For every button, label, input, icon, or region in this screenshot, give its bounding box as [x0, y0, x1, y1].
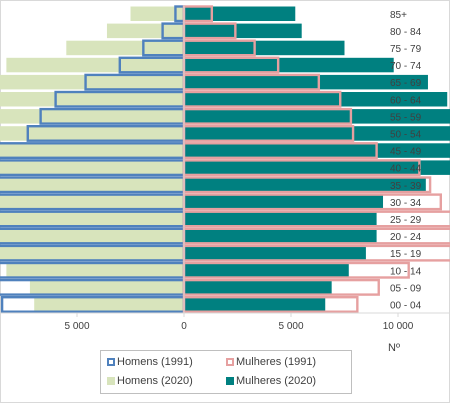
- bar-mulheres-2020-4: [184, 228, 377, 244]
- bar-homens-2020-0: [34, 297, 185, 312]
- x-axis-label: Nº: [388, 342, 400, 354]
- y-tick-labels: 00 - 04 05 - 09 10 - 14 15 - 19 20 - 24 25 - …: [390, 10, 422, 312]
- y-tick-label-12: 60 - 64: [390, 95, 422, 106]
- bar-mulheres-2020-13: [184, 74, 428, 90]
- y-tick-label-15: 75 - 79: [390, 44, 422, 55]
- y-tick-label-5: 25 - 29: [390, 215, 422, 226]
- bar-homens-2020-9: [0, 143, 184, 158]
- y-tick-label-17: 85+: [390, 10, 407, 21]
- y-tick-label-13: 65 - 69: [390, 78, 422, 89]
- bar-mulheres-2020-10: [184, 126, 450, 141]
- y-tick-label-0: 00 - 04: [390, 300, 422, 311]
- bar-mulheres-2020-6: [184, 194, 384, 210]
- bar-homens-2020-1: [29, 280, 185, 295]
- x-tick-label-3: 0: [181, 321, 187, 332]
- legend-swatch-homens-1991: [107, 358, 115, 366]
- bar-mulheres-2020-12: [184, 92, 448, 107]
- bar-homens-2020-7: [0, 177, 184, 192]
- legend-item-homens-1991: Homens (1991): [107, 356, 193, 368]
- bar-mulheres-2020-7: [184, 177, 426, 192]
- y-tick-label-7: 35 - 39: [390, 181, 422, 192]
- y-tick-label-14: 70 - 74: [390, 61, 422, 72]
- y-tick-label-8: 40 - 44: [390, 164, 422, 175]
- bars-layer: [0, 5, 450, 313]
- bar-mulheres-2020-1: [184, 280, 332, 295]
- legend-item-mulheres-2020: Mulheres (2020): [226, 375, 316, 387]
- bar-mulheres-2020-16: [184, 23, 302, 39]
- x-tick-label-5: 10 000: [383, 321, 414, 332]
- bar-mulheres-2020-15: [184, 40, 345, 56]
- legend-label-homens-1991: Homens (1991): [117, 356, 193, 368]
- bar-mulheres-2020-0: [184, 297, 326, 312]
- legend-label-homens-2020: Homens (2020): [117, 375, 193, 387]
- bar-homens-2020-16: [106, 23, 184, 39]
- bar-homens-2020-12: [0, 92, 184, 107]
- bar-homens-2020-5: [0, 211, 184, 227]
- y-tick-label-16: 80 - 84: [390, 27, 422, 38]
- y-tick-label-1: 05 - 09: [390, 283, 422, 294]
- legend-item-mulheres-1991: Mulheres (1991): [226, 356, 316, 368]
- x-tick-label-2: 5 000: [64, 321, 89, 332]
- bar-homens-2020-2: [6, 263, 184, 278]
- y-tick-label-10: 50 - 54: [390, 129, 422, 140]
- legend-swatch-mulheres-1991: [226, 358, 234, 366]
- bar-homens-2020-10: [0, 126, 185, 141]
- axis-layer: [0, 5, 450, 317]
- bar-mulheres-2020-9: [184, 143, 450, 158]
- y-tick-label-4: 20 - 24: [390, 232, 422, 243]
- bar-mulheres-2020-8: [184, 160, 450, 175]
- legend-label-mulheres-1991: Mulheres (1991): [236, 356, 317, 368]
- bar-mulheres-2020-17: [184, 6, 296, 21]
- legend-swatch-homens-2020: [107, 377, 115, 385]
- bar-homens-2020-15: [66, 40, 184, 56]
- y-tick-label-3: 15 - 19: [390, 249, 422, 260]
- bar-homens-2020-14: [6, 57, 184, 73]
- bar-homens-2020-4: [0, 228, 185, 244]
- bar-mulheres-2020-11: [184, 109, 450, 124]
- bar-mulheres-2020-5: [184, 211, 377, 227]
- legend-label-mulheres-2020: Mulheres (2020): [236, 375, 317, 387]
- legend-swatch-mulheres-2020: [226, 377, 234, 385]
- bar-homens-2020-6: [0, 194, 184, 210]
- x-tick-label-4: 5 000: [278, 321, 303, 332]
- bar-mulheres-2020-2: [184, 263, 349, 278]
- bar-homens-2020-11: [0, 109, 185, 124]
- bar-homens-2020-3: [0, 245, 184, 261]
- bar-mulheres-2020-14: [184, 57, 394, 73]
- bar-homens-2020-13: [0, 74, 185, 90]
- bar-homens-2020-8: [0, 160, 184, 175]
- bar-mulheres-2020-3: [184, 245, 366, 261]
- bar-homens-2020-17: [130, 6, 184, 21]
- legend-item-homens-2020: Homens (2020): [107, 375, 193, 387]
- legend: Homens (1991) Mulheres (1991) Homens (20…: [100, 350, 352, 394]
- y-tick-label-2: 10 - 14: [390, 266, 422, 277]
- y-tick-label-6: 30 - 34: [390, 198, 422, 209]
- y-tick-label-11: 55 - 59: [390, 112, 422, 123]
- y-tick-label-9: 45 - 49: [390, 147, 422, 158]
